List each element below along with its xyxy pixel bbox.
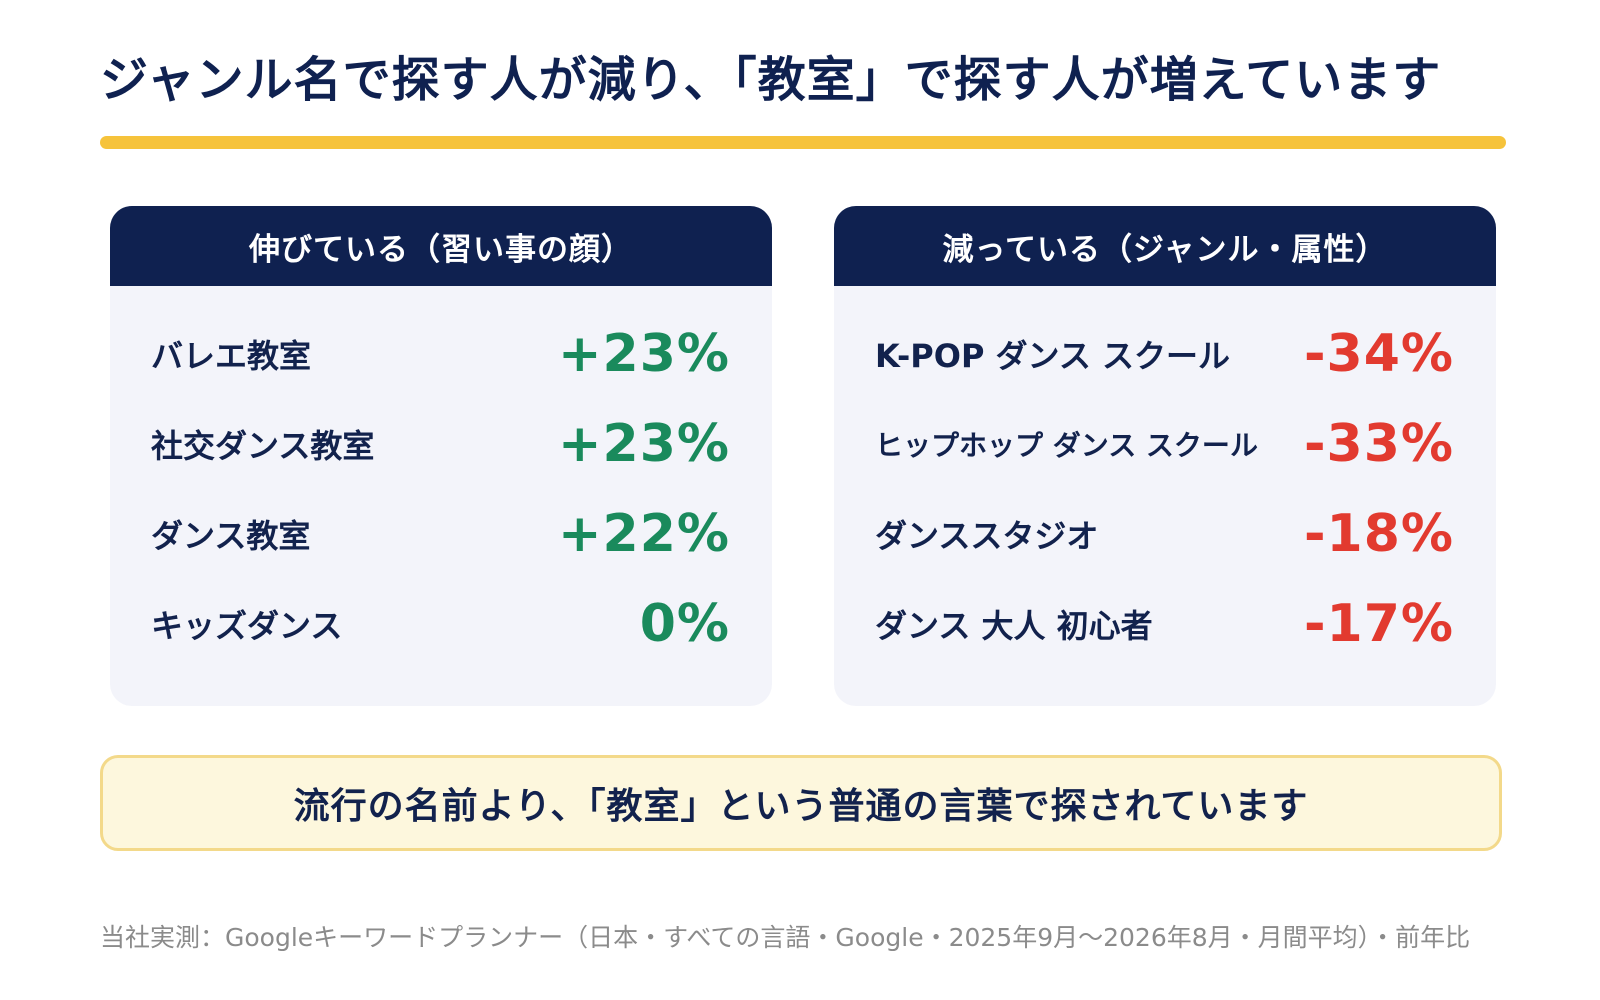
page-title: ジャンル名で探す人が減り、「教室」で探す人が増えています: [100, 52, 1442, 108]
rising-panel-title: 伸びている（習い事の顔）: [110, 206, 772, 286]
title-underline: [100, 136, 1506, 149]
keyword-label: ダンス 大人 初心者: [875, 607, 1153, 645]
list-item: 社交ダンス教室 +23%: [110, 399, 772, 489]
change-value: -33%: [1303, 414, 1454, 474]
keyword-label: ダンス教室: [151, 517, 311, 555]
source-footnote: 当社実測：Googleキーワードプランナー（日本・すべての言語・Google・2…: [100, 923, 1471, 952]
list-item: ヒップホップ ダンス スクール -33%: [834, 399, 1496, 489]
rising-panel: 伸びている（習い事の顔） バレエ教室 +23% 社交ダンス教室 +23% ダンス…: [110, 206, 772, 706]
list-item: ダンススタジオ -18%: [834, 489, 1496, 579]
keyword-label: バレエ教室: [151, 337, 312, 375]
list-item: キッズダンス 0%: [110, 579, 772, 669]
keyword-label: ダンススタジオ: [875, 517, 1099, 555]
keyword-label: 社交ダンス教室: [151, 427, 375, 465]
change-value: 0%: [639, 594, 730, 654]
list-item: K-POP ダンス スクール -34%: [834, 309, 1496, 399]
change-value: +23%: [557, 414, 730, 474]
keyword-label: K-POP ダンス スクール: [875, 337, 1231, 375]
change-value: -17%: [1303, 594, 1454, 654]
falling-list: K-POP ダンス スクール -34% ヒップホップ ダンス スクール -33%…: [834, 286, 1496, 669]
falling-panel-title: 減っている（ジャンル・属性）: [834, 206, 1496, 286]
keyword-label: キッズダンス: [151, 607, 343, 645]
rising-list: バレエ教室 +23% 社交ダンス教室 +23% ダンス教室 +22% キッズダン…: [110, 286, 772, 669]
change-value: +23%: [557, 324, 730, 384]
list-item: バレエ教室 +23%: [110, 309, 772, 399]
list-item: ダンス教室 +22%: [110, 489, 772, 579]
list-item: ダンス 大人 初心者 -17%: [834, 579, 1496, 669]
change-value: +22%: [557, 504, 730, 564]
summary-callout: 流行の名前より、「教室」という普通の言葉で探されています: [100, 755, 1502, 851]
change-value: -18%: [1303, 504, 1454, 564]
keyword-label: ヒップホップ ダンス スクール: [875, 429, 1258, 462]
change-value: -34%: [1303, 324, 1454, 384]
falling-panel: 減っている（ジャンル・属性） K-POP ダンス スクール -34% ヒップホッ…: [834, 206, 1496, 706]
